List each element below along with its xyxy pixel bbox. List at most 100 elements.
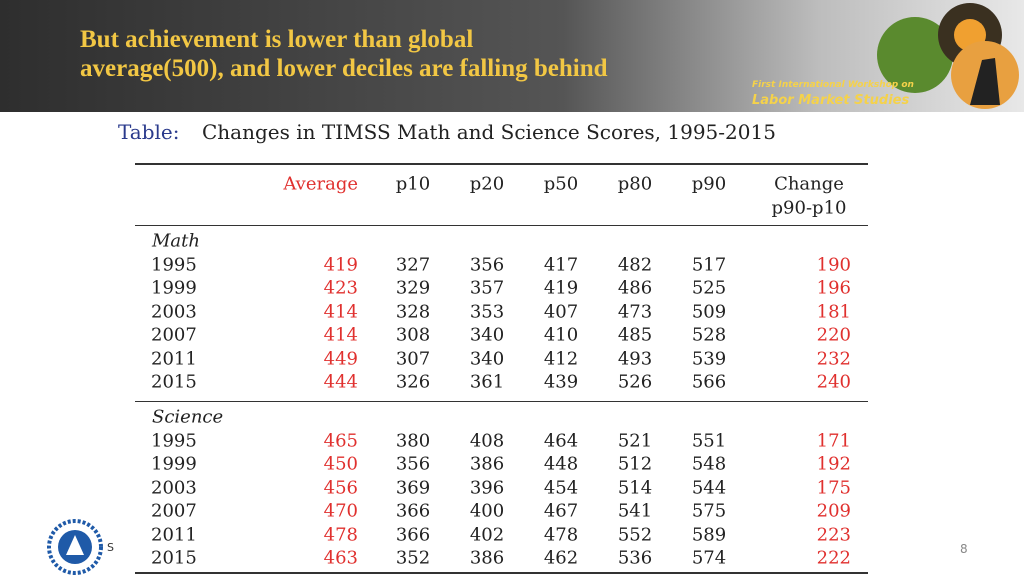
table-cell: 575 [691, 500, 727, 522]
table-cell: 482 [617, 254, 653, 276]
table-cell: 328 [395, 301, 431, 323]
column-subheader: p90-p10 [771, 197, 847, 219]
table-cell: 478 [323, 524, 358, 546]
footer-text: S [107, 541, 114, 554]
table-cell: 386 [469, 547, 505, 569]
table-cell: 410 [543, 324, 579, 346]
row-year: 2003 [151, 301, 197, 323]
table-cell: 175 [816, 477, 851, 499]
table-cell: 536 [617, 547, 653, 569]
table-cell: 223 [816, 524, 851, 546]
table-cell: 439 [543, 371, 579, 393]
row-year: 1995 [151, 430, 197, 452]
table-cell: 340 [469, 348, 505, 370]
table-cell: 528 [691, 324, 727, 346]
table-cell: 539 [691, 348, 727, 370]
slide-title: average(500), and lower deciles are fall… [80, 55, 608, 82]
table-cell: 414 [323, 324, 358, 346]
table-cell: 327 [395, 254, 431, 276]
table-cell: 525 [691, 277, 727, 299]
table-cell: 521 [617, 430, 653, 452]
table-cell: 574 [691, 547, 727, 569]
table-cell: 462 [543, 547, 579, 569]
column-header: p90 [691, 173, 727, 195]
row-year: 2015 [151, 547, 197, 569]
table-cell: 517 [691, 254, 727, 276]
table-cell: 361 [469, 371, 505, 393]
table-cell: 548 [691, 453, 727, 475]
table-cell: 509 [691, 301, 727, 323]
slide-title: But achievement is lower than global [80, 26, 474, 53]
column-header: p80 [617, 173, 653, 195]
table-cell: 400 [469, 500, 505, 522]
row-year: 1999 [151, 453, 197, 475]
table-cell: 412 [543, 348, 579, 370]
page-number: 8 [960, 542, 968, 556]
row-year: 1999 [151, 277, 197, 299]
table-cell: 220 [816, 324, 851, 346]
row-year: 2011 [151, 348, 197, 370]
table-cell: 222 [816, 547, 851, 569]
table-cell: 463 [323, 547, 358, 569]
table-cell: 512 [617, 453, 653, 475]
rule [135, 572, 868, 574]
table-cell: 423 [323, 277, 358, 299]
table-cell: 352 [395, 547, 431, 569]
rule [135, 401, 868, 402]
table-cell: 209 [816, 500, 851, 522]
table-cell: 366 [395, 524, 431, 546]
table-cell: 396 [469, 477, 505, 499]
table-cell: 544 [691, 477, 727, 499]
column-header: p50 [543, 173, 579, 195]
table-cell: 196 [816, 277, 851, 299]
table-cell: 417 [543, 254, 579, 276]
table-cell: 190 [816, 254, 851, 276]
table-caption-label: Table: [118, 120, 180, 144]
row-year: 1995 [151, 254, 197, 276]
row-year: 2007 [151, 500, 197, 522]
table-cell: 307 [395, 348, 431, 370]
table-cell: 407 [543, 301, 579, 323]
table-cell: 353 [469, 301, 505, 323]
table-caption: Changes in TIMSS Math and Science Scores… [202, 120, 776, 144]
table-cell: 566 [691, 371, 727, 393]
table-cell: 326 [395, 371, 431, 393]
table-cell: 551 [691, 430, 727, 452]
table-cell: 366 [395, 500, 431, 522]
table-cell: 486 [617, 277, 653, 299]
table-cell: 181 [816, 301, 851, 323]
rule [135, 225, 868, 226]
table-cell: 470 [323, 500, 358, 522]
table-cell: 448 [543, 453, 579, 475]
section-label: Science [152, 406, 224, 428]
column-header: p20 [469, 173, 505, 195]
table-cell: 473 [617, 301, 653, 323]
table-cell: 541 [617, 500, 653, 522]
row-year: 2007 [151, 324, 197, 346]
table-cell: 526 [617, 371, 653, 393]
rule [135, 163, 868, 165]
table-cell: 454 [543, 477, 579, 499]
table-cell: 356 [469, 254, 505, 276]
table-cell: 456 [323, 477, 358, 499]
table-cell: 465 [323, 430, 358, 452]
table-cell: 329 [395, 277, 431, 299]
table-cell: 380 [395, 430, 431, 452]
table-cell: 340 [469, 324, 505, 346]
logo-image [877, 3, 1019, 109]
table-cell: 464 [543, 430, 579, 452]
column-header: p10 [395, 173, 431, 195]
table-cell: 369 [395, 477, 431, 499]
row-year: 2015 [151, 371, 197, 393]
table-cell: 240 [816, 371, 851, 393]
table-cell: 478 [543, 524, 579, 546]
column-header: Change [774, 173, 844, 195]
table-cell: 589 [691, 524, 727, 546]
table-cell: 408 [469, 430, 505, 452]
table-cell: 514 [617, 477, 653, 499]
table-cell: 485 [617, 324, 653, 346]
table-cell: 171 [816, 430, 851, 452]
column-header: Average [283, 173, 358, 195]
table-cell: 192 [816, 453, 851, 475]
